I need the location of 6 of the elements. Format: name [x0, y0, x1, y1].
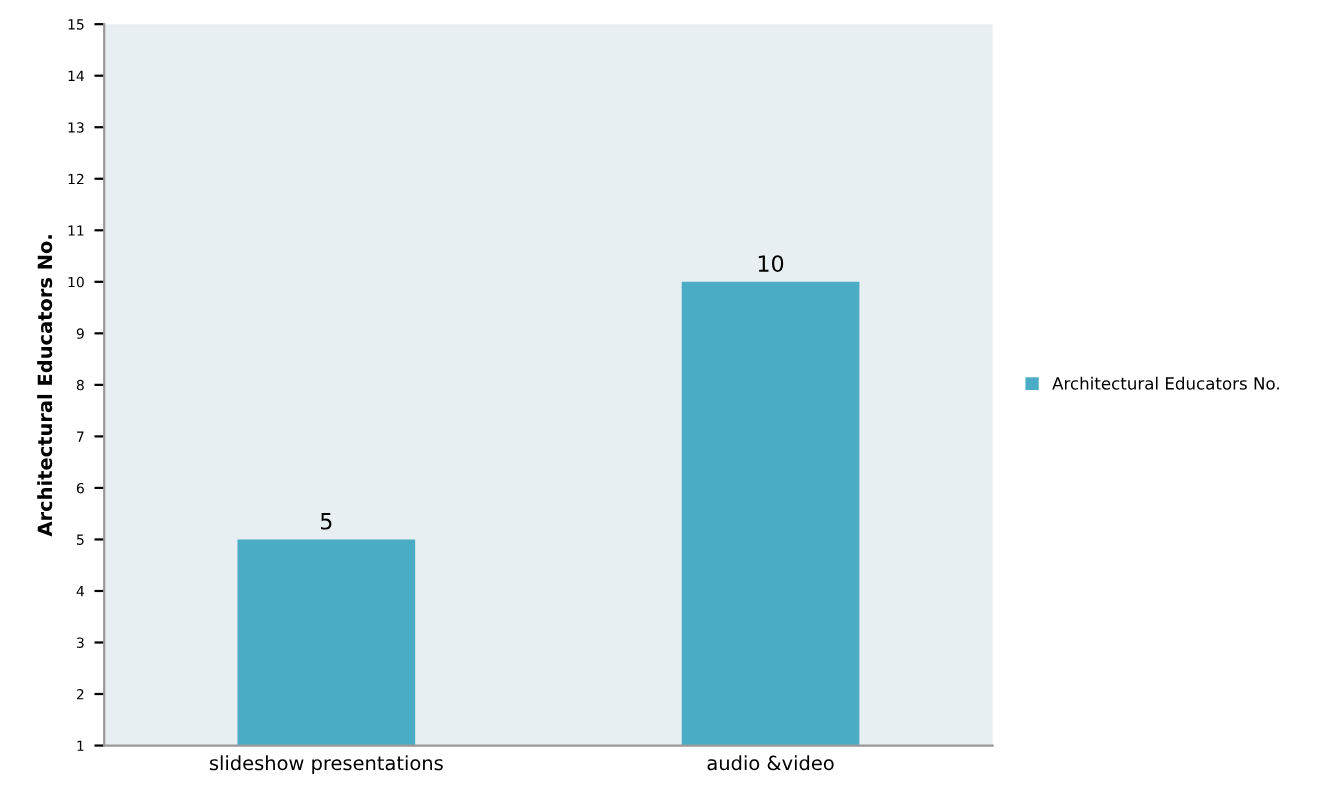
data-label: 5	[320, 513, 332, 530]
data-label: 10	[758, 255, 784, 272]
y-axis-title: Architectural Educators No.	[37, 235, 53, 537]
legend-label: Architectural Educators No.	[1052, 376, 1279, 390]
x-tick-label: audio &video	[707, 755, 834, 771]
x-tick-label: slideshow presentations	[209, 755, 443, 775]
